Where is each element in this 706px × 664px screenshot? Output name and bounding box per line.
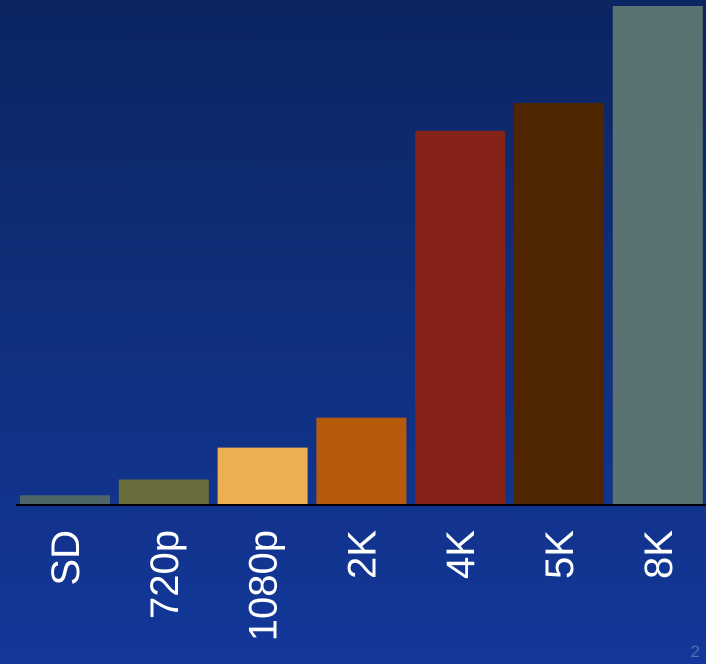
tick-label-720p: 720p [143,530,187,619]
bar-4k [415,130,506,506]
bar-sd [20,495,110,505]
tick-label-sd: SD [44,530,88,586]
tick-label-2k: 2K [340,530,384,579]
bar-2k [316,417,407,505]
bar-5k [514,103,604,505]
page-number: 2 [690,642,700,661]
tick-label-5k: 5K [538,530,582,579]
bar-8k [612,6,703,505]
tick-labels-group: SD 720p 1080p 2K 4K 5K 8K [44,530,681,642]
bar-720p [118,479,209,505]
tick-label-8k: 8K [637,530,681,579]
tick-label-1080p: 1080p [242,530,286,641]
bars-group [20,6,703,506]
bar-1080p [217,447,308,505]
tick-label-4k: 4K [439,530,483,579]
